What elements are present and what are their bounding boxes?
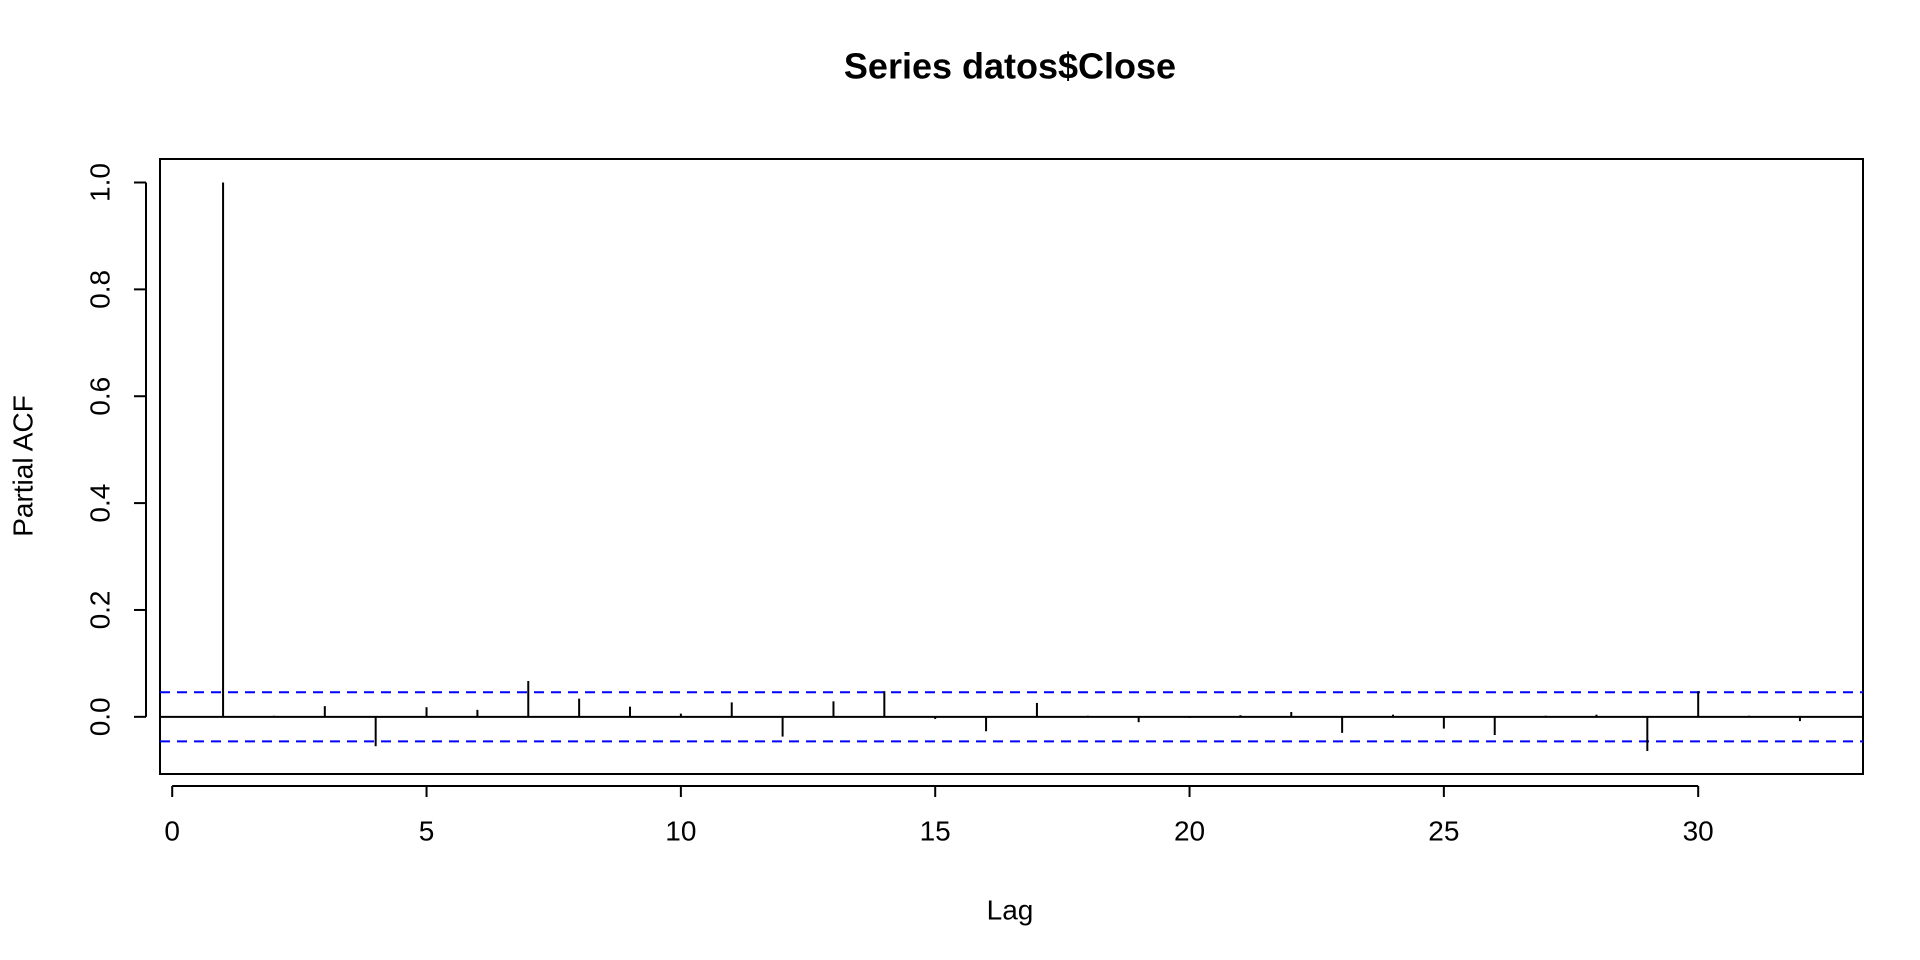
- x-tick-label: 5: [419, 815, 435, 846]
- y-tick-label: 0.2: [84, 590, 115, 629]
- y-tick-label: 0.8: [84, 270, 115, 309]
- x-tick-label: 25: [1428, 815, 1459, 846]
- chart-title: Series datos$Close: [844, 46, 1176, 87]
- x-tick-label: 0: [164, 815, 180, 846]
- x-tick-label: 15: [920, 815, 951, 846]
- x-tick-label: 30: [1683, 815, 1714, 846]
- y-axis-label: Partial ACF: [7, 395, 38, 537]
- x-tick-label: 20: [1174, 815, 1205, 846]
- y-tick-label: 0.4: [84, 484, 115, 523]
- x-axis-label: Lag: [987, 894, 1034, 925]
- y-tick-label: 0.6: [84, 377, 115, 416]
- y-tick-label: 1.0: [84, 163, 115, 202]
- y-tick-label: 0.0: [84, 697, 115, 736]
- plot-box: [159, 158, 1864, 775]
- x-tick-label: 10: [665, 815, 696, 846]
